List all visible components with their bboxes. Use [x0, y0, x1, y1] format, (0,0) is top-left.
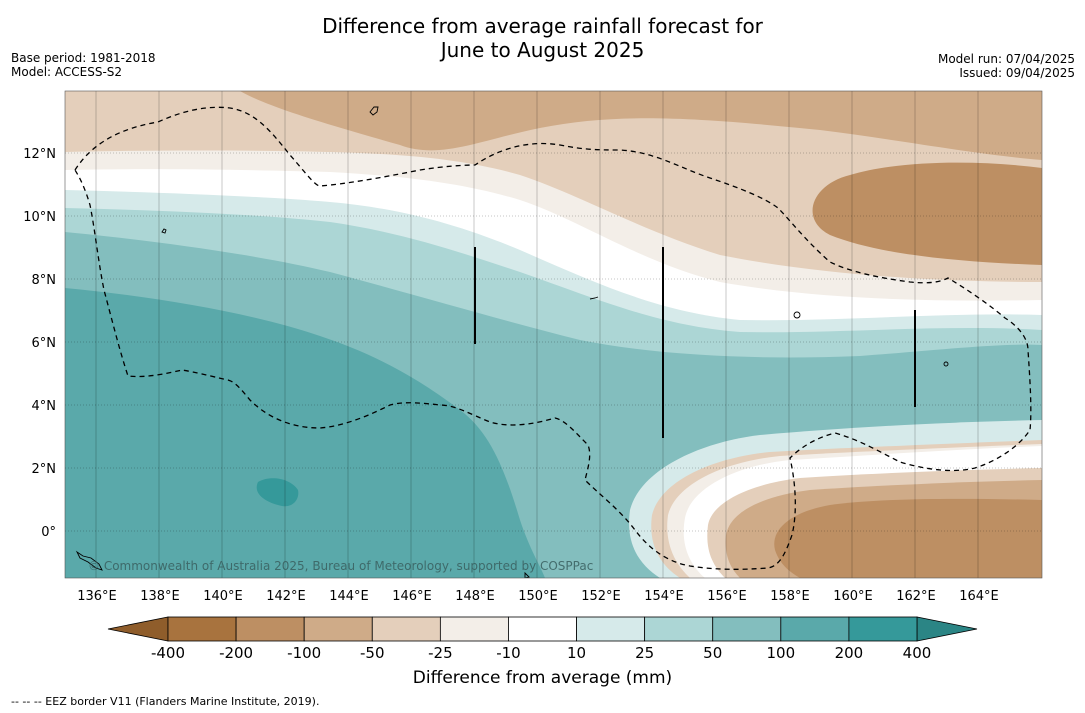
lon-label-144e: 144°E: [329, 589, 369, 604]
lat-label-8n: 8°N: [32, 273, 57, 288]
lon-label-150e: 150°E: [518, 589, 558, 604]
lon-label-162e: 162°E: [896, 589, 936, 604]
colorbar-swatch: [439, 616, 509, 642]
island-outlines: [75, 106, 949, 578]
lat-label-6n: 6°N: [32, 336, 57, 351]
lat-label-12n: 12°N: [23, 147, 56, 162]
lat-label-0: 0°: [41, 525, 56, 540]
band-se-minus-200: [774, 498, 1042, 578]
lon-label-154e: 154°E: [644, 589, 684, 604]
longitude-labels: 136°E 138°E 140°E 142°E 144°E 146°E 148°…: [77, 589, 999, 604]
lon-label-156e: 156°E: [707, 589, 747, 604]
lat-label-10n: 10°N: [23, 210, 56, 225]
colorbar-swatch: [235, 616, 305, 642]
colorbar-swatch: [576, 616, 646, 642]
colorbar-swatch: [303, 616, 373, 642]
band-minus-100: [240, 91, 1042, 160]
lon-label-164e: 164°E: [959, 589, 999, 604]
colorbar-tick-label: -25: [428, 644, 453, 662]
lon-label-140e: 140°E: [203, 589, 243, 604]
colorbar-swatch: [848, 616, 918, 642]
meta-right: Model run: 07/04/2025 Issued: 09/04/2025: [938, 52, 1075, 80]
title-line-1: Difference from average rainfall forecas…: [322, 14, 763, 38]
colorbar-extend-low: [107, 616, 169, 642]
lon-label-152e: 152°E: [581, 589, 621, 604]
colorbar-label: Difference from average (mm): [412, 668, 673, 688]
colorbar-swatch: [644, 616, 714, 642]
colorbar-swatch: [371, 616, 441, 642]
band-minus-200-north: [812, 162, 1042, 265]
band-plus-100: [65, 288, 545, 578]
lon-label-148e: 148°E: [455, 589, 495, 604]
colorbar-tick-label: -50: [360, 644, 385, 662]
lon-label-142e: 142°E: [266, 589, 306, 604]
model-text: Model: ACCESS-S2: [11, 65, 123, 79]
colorbar-extend-high: [916, 616, 978, 642]
colorbar-tick-label: 200: [835, 644, 864, 662]
issued-text: Issued: 09/04/2025: [959, 66, 1075, 80]
colorbar-tick-label: -10: [496, 644, 521, 662]
colorbar-tick-label: -400: [151, 644, 185, 662]
title-line-2: June to August 2025: [440, 38, 645, 62]
map-frame: [64, 90, 1043, 579]
band-plus-200-patch: [256, 478, 299, 507]
colorbar-swatch: [167, 616, 237, 642]
page-title: Difference from average rainfall forecas…: [0, 14, 1085, 62]
colorbar-tick-label: -200: [219, 644, 253, 662]
rainfall-field: © Commonwealth of Australia 2025, Bureau…: [65, 91, 1042, 578]
eez-footnote: -- -- -- EEZ border V11 (Flanders Marine…: [11, 695, 320, 708]
colorbar-tick-label: -100: [287, 644, 321, 662]
model-run-text: Model run: 07/04/2025: [937, 52, 1075, 66]
lat-label-4n: 4°N: [32, 399, 57, 414]
lat-label-2n: 2°N: [32, 462, 57, 477]
copyright-text: © Commonwealth of Australia 2025, Bureau…: [88, 559, 593, 573]
base-period-text: Base period: 1981-2018: [11, 51, 156, 65]
lon-label-160e: 160°E: [833, 589, 873, 604]
colorbar-tick-label: 50: [703, 644, 722, 662]
lon-label-138e: 138°E: [140, 589, 180, 604]
meta-left: Base period: 1981-2018 Model: ACCESS-S2: [11, 51, 156, 79]
latitude-labels: 12°N 10°N 8°N 6°N 4°N 2°N 0°: [23, 147, 56, 540]
parallel-lines: [65, 152, 1042, 532]
colorbar-tick-label: 400: [903, 644, 932, 662]
colorbar-swatch: [508, 616, 577, 642]
colorbar-tick-label: 100: [766, 644, 795, 662]
eez-border: [74, 106, 1032, 570]
colorbar-swatch: [780, 616, 850, 642]
colorbar: -400 -200 -100 -50 -25 -10 10 25 50 100 200 400: [107, 616, 978, 662]
colorbar-tick-label: 25: [635, 644, 654, 662]
lon-label-136e: 136°E: [77, 589, 117, 604]
lon-label-158e: 158°E: [770, 589, 810, 604]
lon-label-146e: 146°E: [392, 589, 432, 604]
colorbar-swatch: [712, 616, 782, 642]
colorbar-tick-label: 10: [567, 644, 586, 662]
